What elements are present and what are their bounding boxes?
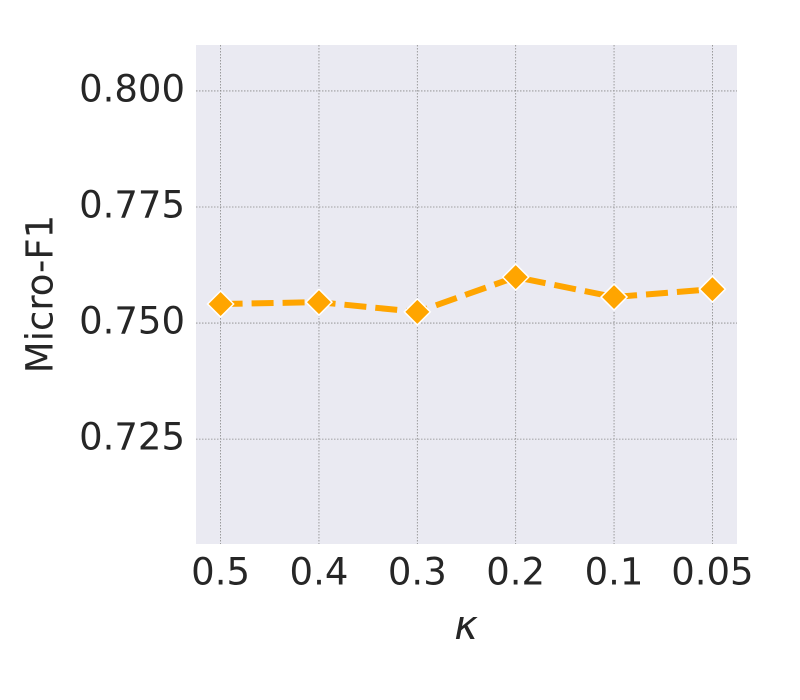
- x-tick-label: 0.05: [671, 551, 753, 594]
- y-tick-label: 0.775: [79, 184, 185, 227]
- line: [220, 273, 713, 315]
- marker: [599, 282, 629, 312]
- marker: [304, 288, 334, 317]
- y-axis-label: Micro-F1: [19, 215, 62, 373]
- marker: [206, 289, 235, 319]
- x-tick-label: 0.4: [290, 551, 349, 594]
- x-tick-label: 0.5: [191, 551, 250, 594]
- x-tick-label: 0.2: [486, 551, 545, 594]
- marker: [698, 275, 727, 304]
- y-tick-label: 0.800: [79, 67, 185, 110]
- marker: [501, 263, 530, 292]
- marker: [403, 297, 432, 326]
- x-tick-label: 0.1: [585, 551, 644, 594]
- x-tick-label: 0.3: [388, 551, 447, 594]
- x-axis-label: κ: [454, 603, 478, 649]
- y-tick-label: 0.750: [79, 300, 185, 343]
- y-tick-label: 0.725: [79, 416, 185, 459]
